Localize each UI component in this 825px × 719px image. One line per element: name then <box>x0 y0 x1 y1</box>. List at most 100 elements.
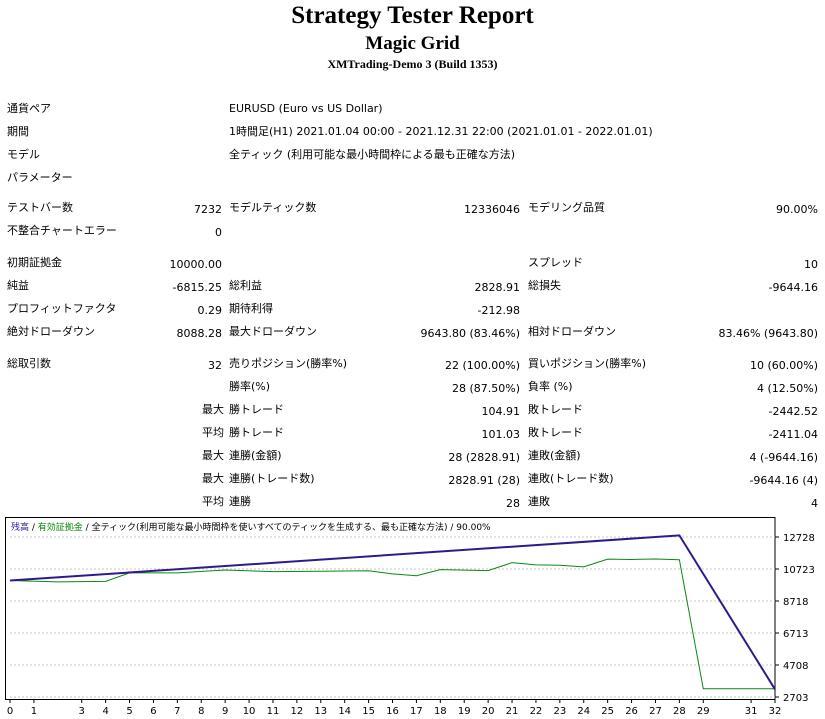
max-consecutive-prefix: 最大 <box>202 449 224 462</box>
absolute-drawdown-value: 8088.28 <box>176 327 223 340</box>
symbol-value: EURUSD (Euro vs US Dollar) <box>229 102 383 115</box>
net-profit-label: 純益 <box>7 279 29 292</box>
x-tick-label: 31 <box>745 706 758 717</box>
win-rate-label: 勝率(%) <box>229 380 271 393</box>
x-tick-label: 4 <box>102 706 108 717</box>
quality-value: 90.00% <box>776 203 818 216</box>
x-tick-label: 22 <box>530 706 543 717</box>
x-tick-label: 10 <box>243 706 256 717</box>
x-tick-label: 20 <box>482 706 495 717</box>
x-tick-label: 13 <box>314 706 327 717</box>
ticks-value: 12336046 <box>464 203 520 216</box>
x-tick-label: 23 <box>553 706 566 717</box>
x-tick-label: 6 <box>150 706 156 717</box>
expected-payoff-value: -212.98 <box>477 304 520 317</box>
legend-separator: / <box>447 523 457 533</box>
balance-chart: 12728 10723 8718 6713 4708 2703 0 1 3 4 5 6 7 8 9 10 11 1… <box>5 517 820 717</box>
x-tick-label: 28 <box>673 706 686 717</box>
x-tick-label: 16 <box>386 706 399 717</box>
legend-separator: / <box>82 523 92 533</box>
largest-loss-value: -2442.52 <box>768 405 818 418</box>
x-tick-label: 11 <box>267 706 280 717</box>
legend-model-description: 全ティック(利用可能な最小時間枠を使いすべてのティックを生成する、最も正確な方法… <box>91 523 448 533</box>
x-tick-label: 8 <box>198 706 204 717</box>
x-tick-label: 3 <box>79 706 85 717</box>
average-consecutive-losses-value: 4 <box>811 497 818 510</box>
max-consecutive-count-prefix: 最大 <box>202 472 224 485</box>
x-tick-label: 9 <box>222 706 228 717</box>
long-positions-label: 買いポジション(勝率%) <box>528 357 647 370</box>
average-win-label: 勝トレード <box>229 426 284 439</box>
x-tick-label: 27 <box>649 706 662 717</box>
y-tick-label: 10723 <box>783 565 815 576</box>
max-consecutive-loss-label: 連敗(トレード数) <box>528 472 614 485</box>
loss-rate-label: 負率 (%) <box>528 380 573 393</box>
average-consecutive-wins-label: 連勝 <box>229 495 251 508</box>
net-profit-value: -6815.25 <box>172 281 222 294</box>
max-consecutive-profit-value: 2828.91 (28) <box>448 474 520 487</box>
total-trades-label: 総取引数 <box>7 357 51 370</box>
average-loss-label: 敗トレード <box>528 426 583 439</box>
relative-drawdown-label: 相対ドローダウン <box>528 325 616 338</box>
largest-loss-label: 敗トレード <box>528 403 583 416</box>
model-label: モデル <box>7 148 40 161</box>
ticks-label: モデルティック数 <box>229 201 317 214</box>
max-consecutive-wins-value: 28 (2828.91) <box>448 451 520 464</box>
deposit-value: 10000.00 <box>169 258 223 271</box>
profit-factor-label: プロフィットファクタ <box>7 302 117 315</box>
max-drawdown-label: 最大ドローダウン <box>229 325 317 338</box>
long-positions-value: 10 (60.00%) <box>749 359 818 372</box>
profit-factor-value: 0.29 <box>197 304 223 317</box>
relative-drawdown-value: 83.46% (9643.80) <box>718 327 818 340</box>
x-tick-label: 18 <box>434 706 447 717</box>
largest-prefix: 最大 <box>202 403 224 416</box>
x-tick-label: 5 <box>126 706 132 717</box>
short-positions-label: 売りポジション(勝率%) <box>229 357 348 370</box>
largest-win-label: 勝トレード <box>229 403 284 416</box>
x-tick-label: 24 <box>577 706 590 717</box>
spread-value: 10 <box>804 258 818 271</box>
quality-label: モデリング品質 <box>528 201 605 214</box>
x-tick-label: 15 <box>362 706 375 717</box>
x-tick-label: 14 <box>338 706 351 717</box>
period-label: 期間 <box>7 125 29 138</box>
mismatch-label: 不整合チャートエラー <box>7 224 117 237</box>
x-tick-label: 7 <box>174 706 180 717</box>
bars-label: テストバー数 <box>7 201 73 214</box>
gross-profit-label: 総利益 <box>229 279 262 292</box>
average-consecutive-wins-value: 28 <box>506 497 520 510</box>
max-drawdown-value: 9643.80 (83.46%) <box>420 327 520 340</box>
period-value: 1時間足(H1) 2021.01.04 00:00 - 2021.12.31 2… <box>229 125 653 138</box>
spread-label: スプレッド <box>528 256 583 269</box>
max-consecutive-wins-label: 連勝(金額) <box>229 449 282 462</box>
chart-legend: 残高 / 有効証拠金 / 全ティック(利用可能な最小時間枠を使いすべてのティック… <box>11 520 491 533</box>
y-tick-label: 4708 <box>783 661 808 672</box>
x-tick-label: 32 <box>769 706 782 717</box>
x-tick-label: 0 <box>7 706 13 717</box>
average-win-value: 101.03 <box>481 428 521 441</box>
chart-frame <box>5 517 776 700</box>
mismatch-value: 0 <box>215 226 222 239</box>
average-consecutive-prefix: 平均 <box>202 495 224 508</box>
symbol-label: 通貨ペア <box>7 102 51 115</box>
expert-name: Magic Grid <box>365 33 460 54</box>
y-tick-label: 8718 <box>783 597 808 608</box>
y-tick-label: 6713 <box>783 629 808 640</box>
x-tick-label: 29 <box>697 706 710 717</box>
deposit-label: 初期証拠金 <box>7 256 62 269</box>
legend-balance: 残高 <box>11 523 30 533</box>
x-tick-label: 26 <box>625 706 638 717</box>
max-consecutive-losses-value: 4 (-9644.16) <box>749 451 818 464</box>
expected-payoff-label: 期待利得 <box>229 302 273 315</box>
y-tick-label: 12728 <box>783 533 815 544</box>
balance-line <box>9 534 776 690</box>
server-build: XMTrading-Demo 3 (Build 1353) <box>327 57 498 71</box>
total-trades-value: 32 <box>208 359 222 372</box>
x-tick-label: 17 <box>410 706 423 717</box>
model-value: 全ティック (利用可能な最小時間枠による最も正確な方法) <box>229 148 516 161</box>
x-tick-label: 21 <box>506 706 519 717</box>
gross-loss-value: -9644.16 <box>768 281 818 294</box>
legend-quality: 90.00% <box>456 523 491 533</box>
win-rate-value: 28 (87.50%) <box>451 382 520 395</box>
average-prefix: 平均 <box>202 426 224 439</box>
